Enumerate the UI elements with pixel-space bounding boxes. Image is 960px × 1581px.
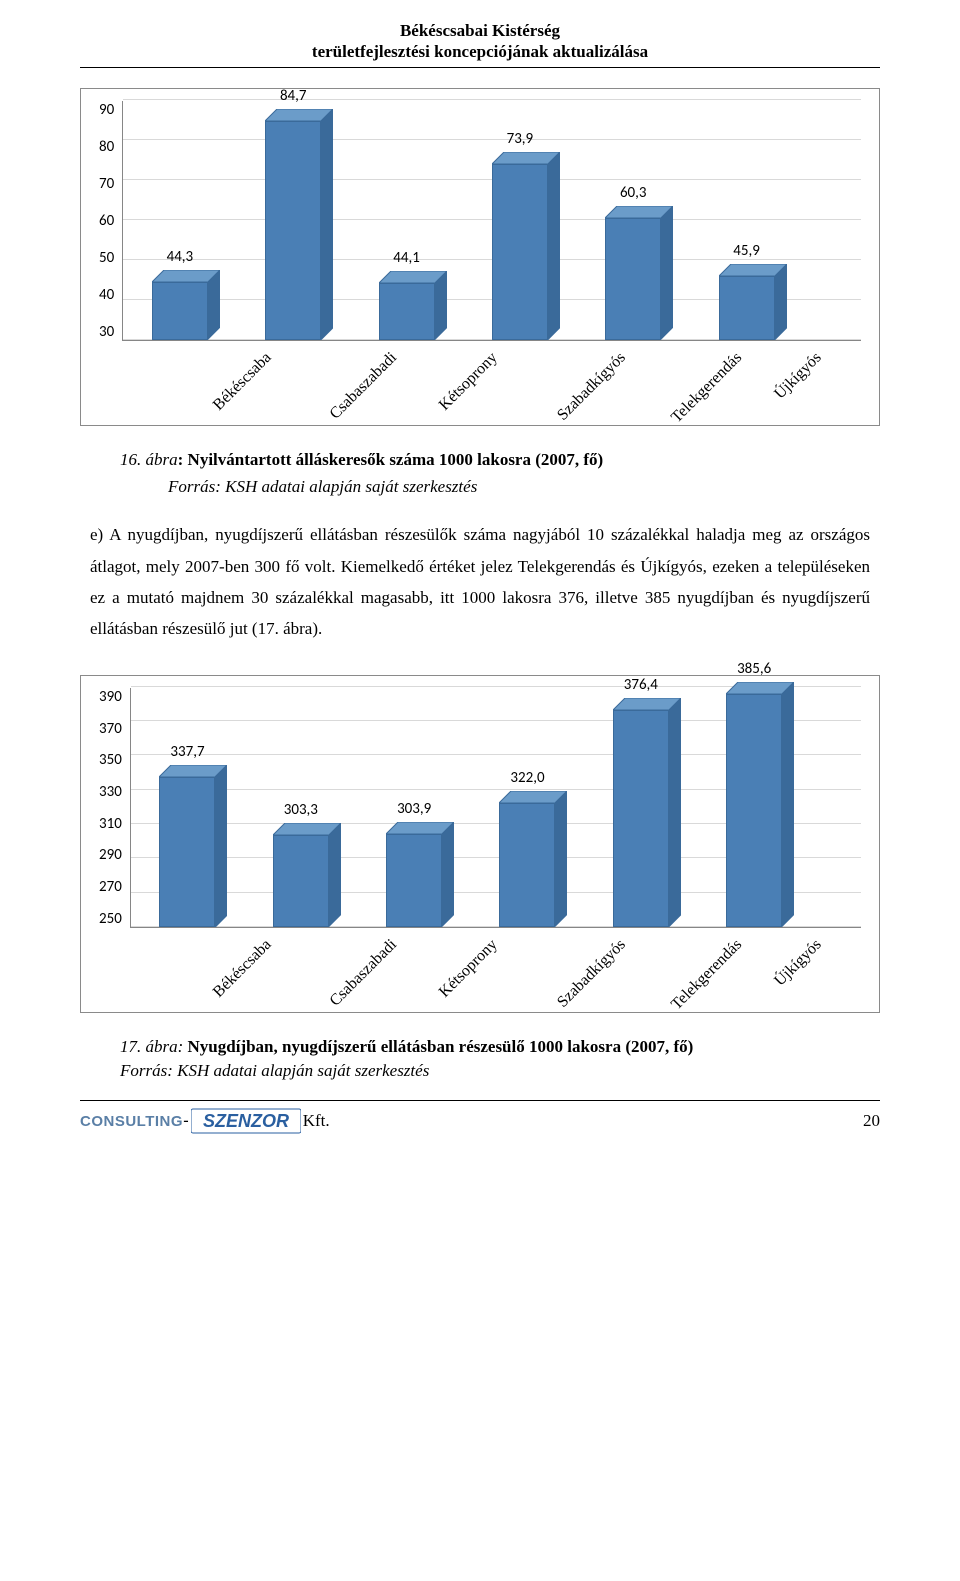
x-label: Újkígyós	[772, 936, 826, 990]
data-label: 44,1	[393, 249, 420, 267]
y-tick-label: 310	[99, 815, 122, 833]
bar	[499, 803, 555, 926]
data-label: 337,7	[170, 743, 204, 761]
data-label: 60,3	[620, 184, 647, 202]
x-label: Kétsoprony	[436, 936, 502, 1002]
caption1-prefix: 16. ábra	[120, 450, 178, 469]
header-line-2: területfejlesztési koncepciójának aktual…	[80, 41, 880, 62]
caption2-prefix: 17. ábra:	[120, 1037, 183, 1056]
data-label: 303,9	[397, 800, 431, 818]
caption2-source: Forrás: KSH adatai alapján saját szerkes…	[120, 1061, 429, 1080]
bar	[613, 710, 669, 927]
y-tick-label: 350	[99, 751, 122, 769]
y-tick-label: 30	[99, 323, 114, 341]
y-tick-label: 40	[99, 286, 114, 304]
footer-left: CONSULTING - SZENZOR Kft.	[80, 1107, 330, 1135]
y-tick-label: 90	[99, 101, 114, 119]
y-tick-label: 390	[99, 688, 122, 706]
x-label: Csabaszabadi	[327, 349, 401, 423]
y-tick-label: 290	[99, 846, 122, 864]
y-tick-label: 270	[99, 878, 122, 896]
bar	[152, 282, 208, 339]
y-tick-label: 60	[99, 212, 114, 230]
bar	[492, 164, 548, 340]
kft-text: Kft.	[303, 1111, 330, 1131]
x-label: Szabadkígyós	[554, 936, 630, 1012]
header-line-1: Békéscsabai Kistérség	[80, 20, 880, 41]
bar	[719, 276, 775, 340]
data-label: 376,4	[624, 676, 658, 694]
chart2-x-labels: BékéscsabaCsabaszabadiKétsopronySzabadkí…	[99, 928, 861, 1006]
chart-2: 390 370 350 330 310 290 270 250 337,7 303,3 303,9…	[80, 675, 880, 1013]
page-header: Békéscsabai Kistérség területfejlesztési…	[80, 20, 880, 63]
caption1-title: : Nyilvántartott álláskeresők száma 1000…	[178, 450, 604, 469]
data-label: 73,9	[507, 130, 534, 148]
chart1-plot: 44,384,744,173,960,345,9	[122, 101, 861, 341]
bar	[386, 834, 442, 926]
caption2-title: Nyugdíjban, nyugdíjszerű ellátásban rész…	[183, 1037, 693, 1056]
bar	[605, 218, 661, 339]
caption1-source: Forrás: KSH adatai alapján saját szerkes…	[168, 475, 477, 499]
bar	[379, 283, 435, 339]
y-tick-label: 330	[99, 783, 122, 801]
gridline	[123, 139, 861, 140]
chart2-y-axis: 390 370 350 330 310 290 270 250	[99, 688, 130, 928]
bar	[726, 694, 782, 926]
page-footer: CONSULTING - SZENZOR Kft. 20	[80, 1101, 880, 1135]
bar	[159, 777, 215, 927]
data-label: 44,3	[167, 248, 194, 266]
chart1-x-labels: BékéscsabaCsabaszabadiKétsopronySzabadkí…	[99, 341, 861, 419]
data-label: 45,9	[733, 242, 760, 260]
x-label: Kétsoprony	[436, 349, 502, 415]
y-tick-label: 370	[99, 720, 122, 738]
x-label: Telekgerendás	[668, 349, 746, 427]
page-number: 20	[863, 1111, 880, 1131]
body-paragraph: e) A nyugdíjban, nyugdíjszerű ellátásban…	[90, 519, 870, 645]
chart1-caption: 16. ábra: Nyilvántartott álláskeresők sz…	[120, 448, 840, 500]
x-label: Újkígyós	[772, 349, 826, 403]
chart-1: 90807060504030 44,384,744,173,960,345,9 …	[80, 88, 880, 426]
x-label: Szabadkígyós	[554, 349, 630, 425]
data-label: 385,6	[737, 660, 771, 678]
x-label: Telekgerendás	[668, 936, 746, 1014]
gridline	[123, 99, 861, 100]
y-tick-label: 250	[99, 910, 122, 928]
bar	[273, 835, 329, 926]
footer-dash: -	[183, 1111, 189, 1131]
x-label: Békéscsaba	[210, 349, 276, 415]
bar	[265, 121, 321, 340]
chart2-plot: 337,7303,3303,9322,0376,4385,6	[130, 688, 861, 928]
chart2-caption: 17. ábra: Nyugdíjban, nyugdíjszerű ellát…	[120, 1035, 840, 1083]
consulting-text: CONSULTING	[80, 1113, 183, 1130]
svg-text:SZENZOR: SZENZOR	[203, 1111, 289, 1131]
data-label: 322,0	[510, 769, 544, 787]
y-tick-label: 80	[99, 138, 114, 156]
x-label: Csabaszabadi	[327, 936, 401, 1010]
header-rule	[80, 67, 880, 68]
chart1-y-axis: 90 80 70 60 50 40 30	[99, 101, 122, 341]
data-label: 84,7	[280, 87, 307, 105]
y-tick-label: 70	[99, 175, 114, 193]
y-tick-label: 50	[99, 249, 114, 267]
data-label: 303,3	[284, 801, 318, 819]
szenzor-logo: SZENZOR	[191, 1107, 301, 1135]
x-label: Békéscsaba	[210, 936, 276, 1002]
